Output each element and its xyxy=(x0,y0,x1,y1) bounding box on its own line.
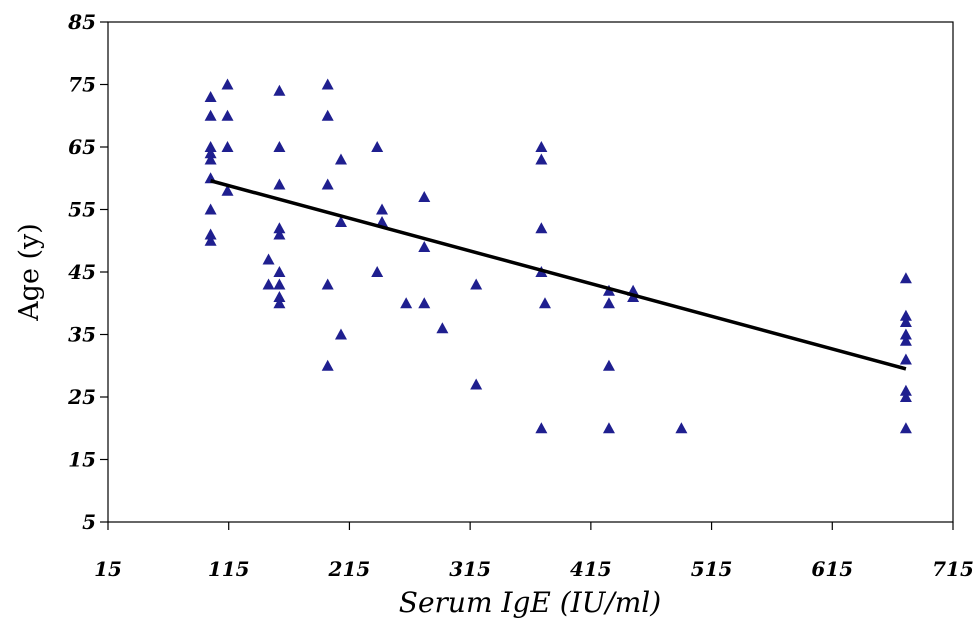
data-point-triangle xyxy=(899,309,912,321)
data-point-triangle xyxy=(204,203,217,215)
data-point-triangle xyxy=(221,109,234,121)
data-point-triangle xyxy=(204,91,217,102)
data-point-triangle xyxy=(273,141,286,152)
x-tick-label: 415 xyxy=(570,557,612,581)
data-point-triangle xyxy=(899,391,912,402)
data-point-triangle xyxy=(321,278,334,290)
data-point-triangle xyxy=(470,278,483,290)
y-axis-title: Age (y) xyxy=(14,223,45,322)
data-point-triangle xyxy=(418,297,431,309)
trendline-group xyxy=(210,179,907,371)
data-point-triangle xyxy=(334,153,347,165)
data-point-triangle xyxy=(273,297,286,309)
data-point-triangle xyxy=(204,109,217,121)
x-tick-label: 215 xyxy=(328,557,371,581)
data-point-triangle xyxy=(602,422,615,434)
data-point-triangle xyxy=(273,278,286,290)
data-point-triangle xyxy=(376,216,389,227)
data-point-triangle xyxy=(418,191,431,202)
data-point-triangle xyxy=(204,147,217,159)
data-point-triangle xyxy=(535,422,548,434)
data-point-triangle xyxy=(899,353,912,365)
x-tick-label: 315 xyxy=(449,557,491,581)
y-tick-label: 15 xyxy=(68,448,96,472)
data-point-triangle xyxy=(899,328,912,340)
x-tick-label: 515 xyxy=(691,557,733,581)
data-point-triangle xyxy=(899,272,912,284)
data-point-triangle xyxy=(204,228,217,240)
data-point-triangle xyxy=(221,184,234,196)
x-tick-label: 115 xyxy=(208,557,250,581)
data-point-triangle xyxy=(204,234,217,246)
data-point-triangle xyxy=(334,328,347,340)
x-axis: 15 115 215 315 415 515 615 715 xyxy=(94,522,974,581)
data-point-triangle xyxy=(602,359,615,371)
data-point-triangle xyxy=(273,222,286,234)
data-point-triangle xyxy=(273,266,286,277)
y-tick-label: 65 xyxy=(68,135,96,159)
data-point-triangle xyxy=(899,422,912,434)
y-tick-label: 55 xyxy=(68,198,96,222)
data-point-triangle xyxy=(273,84,286,96)
x-axis-title: Serum IgE (IU/ml) xyxy=(399,586,661,619)
y-tick-label: 45 xyxy=(68,260,96,284)
y-tick-label: 85 xyxy=(67,10,96,34)
data-point-triangle xyxy=(371,141,384,152)
y-axis: 5 15 25 35 45 55 65 75 85 xyxy=(67,10,108,534)
data-point-triangle xyxy=(262,253,275,265)
data-point-triangle xyxy=(436,322,449,334)
data-point-triangle xyxy=(418,241,431,252)
data-point-triangle xyxy=(376,203,389,215)
data-point-triangle xyxy=(221,78,234,90)
plot-area xyxy=(107,21,954,523)
data-point-triangle xyxy=(400,297,413,309)
data-point-triangle xyxy=(899,316,912,327)
data-point-triangle xyxy=(321,109,334,121)
data-point-triangle xyxy=(273,291,286,302)
data-point-triangle xyxy=(321,359,334,371)
x-tick-label: 715 xyxy=(932,557,974,581)
data-point-triangle xyxy=(899,334,912,346)
x-tick-label: 615 xyxy=(811,557,853,581)
data-point-triangle xyxy=(538,297,551,309)
data-point-triangle xyxy=(675,422,688,434)
data-point-triangle xyxy=(204,141,217,152)
x-tick-label: 15 xyxy=(94,557,122,581)
data-point-triangle xyxy=(535,141,548,152)
data-point-triangle xyxy=(535,153,548,165)
y-tick-label: 75 xyxy=(68,73,96,97)
y-tick-label: 35 xyxy=(68,323,96,347)
data-point-triangle xyxy=(602,297,615,309)
data-point-triangle xyxy=(321,178,334,190)
data-point-triangle xyxy=(321,78,334,90)
data-point-triangle xyxy=(371,266,384,277)
data-point-triangle xyxy=(273,228,286,240)
data-point-triangle xyxy=(273,178,286,190)
data-point-triangle xyxy=(470,378,483,390)
trendline xyxy=(210,179,907,371)
data-point-triangle xyxy=(221,141,234,152)
y-tick-label: 5 xyxy=(82,510,96,534)
data-point-triangle xyxy=(262,278,275,290)
y-tick-label: 25 xyxy=(67,385,96,409)
data-point-triangle xyxy=(535,222,548,234)
data-point-triangle xyxy=(204,153,217,165)
data-point-triangle xyxy=(334,216,347,227)
data-point-triangle xyxy=(899,384,912,396)
